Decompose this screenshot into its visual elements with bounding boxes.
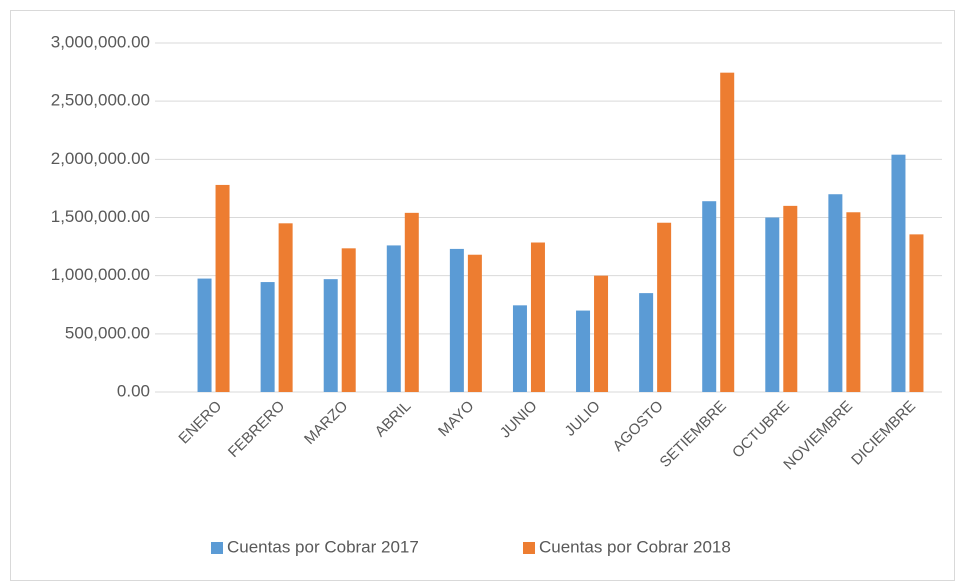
bar [765,217,780,392]
bar [260,282,275,392]
bar [215,184,230,392]
y-tick-label: 500,000.00 [65,323,150,342]
y-tick-label: 2,500,000.00 [51,91,150,110]
bar [828,194,843,392]
bar [386,245,401,392]
y-tick-label: 1,000,000.00 [51,265,150,284]
bar [909,234,924,392]
bar [197,278,212,392]
bar [783,205,798,392]
bar [576,310,591,392]
bar [404,212,419,392]
bar [702,201,717,392]
bar [323,279,338,392]
bar [467,254,482,392]
bar [657,222,672,392]
bar [512,305,527,392]
bar [449,248,464,392]
chart-border [10,10,955,581]
legend-label: Cuentas por Cobrar 2018 [539,537,731,556]
bar [639,293,654,392]
bar [594,275,609,392]
y-tick-label: 3,000,000.00 [51,32,150,51]
legend-label: Cuentas por Cobrar 2017 [227,537,419,556]
bar [341,248,356,392]
bar [278,223,293,392]
y-tick-label: 2,000,000.00 [51,149,150,168]
bar [891,154,906,392]
bar [720,72,735,392]
y-tick-label: 1,500,000.00 [51,207,150,226]
legend-swatch [211,542,223,554]
legend-swatch [523,542,535,554]
bar [846,212,861,392]
y-tick-label: 0.00 [117,381,150,400]
bar [530,242,545,392]
